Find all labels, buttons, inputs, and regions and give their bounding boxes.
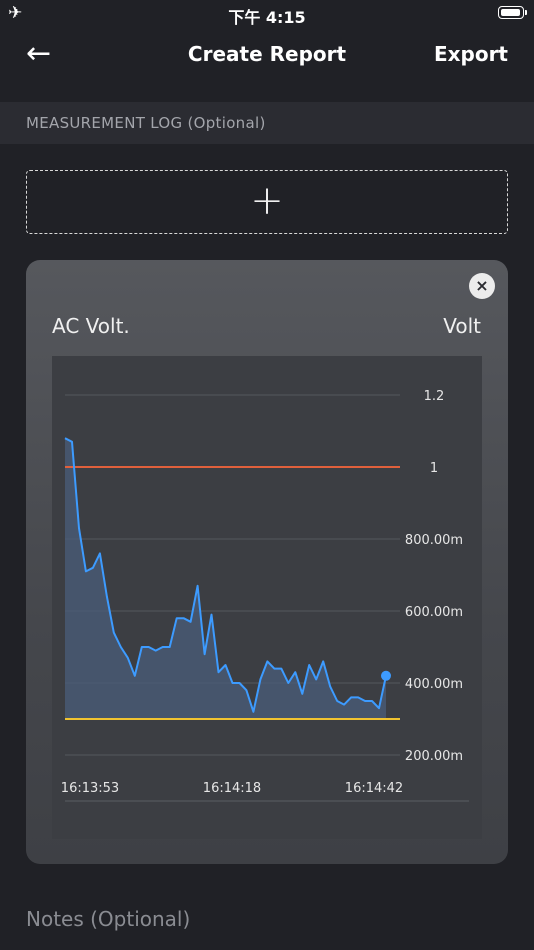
battery-icon [498, 6, 524, 19]
status-time: 下午 4:15 [228, 8, 306, 27]
section-title: MEASUREMENT LOG (Optional) [26, 114, 266, 132]
x-tick-label: 16:13:53 [61, 781, 119, 796]
status-bar: ✈ 下午 4:15 [0, 0, 534, 30]
back-arrow-icon[interactable]: ← [26, 36, 52, 71]
x-tick-label: 16:14:42 [345, 781, 403, 796]
measurement-card: × AC Volt. Volt 1.2 1 800.00m 600.00m 400.00… [26, 260, 508, 864]
y-tick-label: 1.2 [424, 389, 445, 404]
y-tick-label: 800.00m [405, 533, 463, 548]
y-tick-label: 200.00m [405, 749, 463, 764]
chart-title: AC Volt. [52, 314, 130, 338]
notes-field[interactable]: Notes (Optional) [26, 907, 191, 931]
last-point-marker [381, 670, 391, 681]
plus-icon: + [250, 178, 284, 224]
add-measurement-button[interactable]: + [26, 170, 508, 234]
y-tick-label: 400.00m [405, 677, 463, 692]
y-tick-label: 1 [430, 461, 438, 476]
measurement-log-header: MEASUREMENT LOG (Optional) [0, 102, 534, 144]
chart-area: 1.2 1 800.00m 600.00m 400.00m 200.00m 16:13:53… [52, 356, 482, 839]
page-title: Create Report [187, 42, 347, 66]
voltage-chart: 1.2 1 800.00m 600.00m 400.00m 200.00m 16:13:53… [61, 389, 469, 802]
chart-unit: Volt [443, 314, 481, 338]
y-tick-label: 600.00m [405, 605, 463, 620]
export-button[interactable]: Export [433, 42, 508, 66]
battery-tip [525, 10, 527, 15]
close-icon[interactable]: × [469, 273, 495, 299]
area-fill [65, 438, 386, 719]
airplane-icon: ✈ [8, 3, 23, 23]
x-tick-label: 16:14:18 [203, 781, 261, 796]
navigation-bar: ← Create Report Export [0, 32, 534, 78]
data-line [64, 437, 387, 713]
